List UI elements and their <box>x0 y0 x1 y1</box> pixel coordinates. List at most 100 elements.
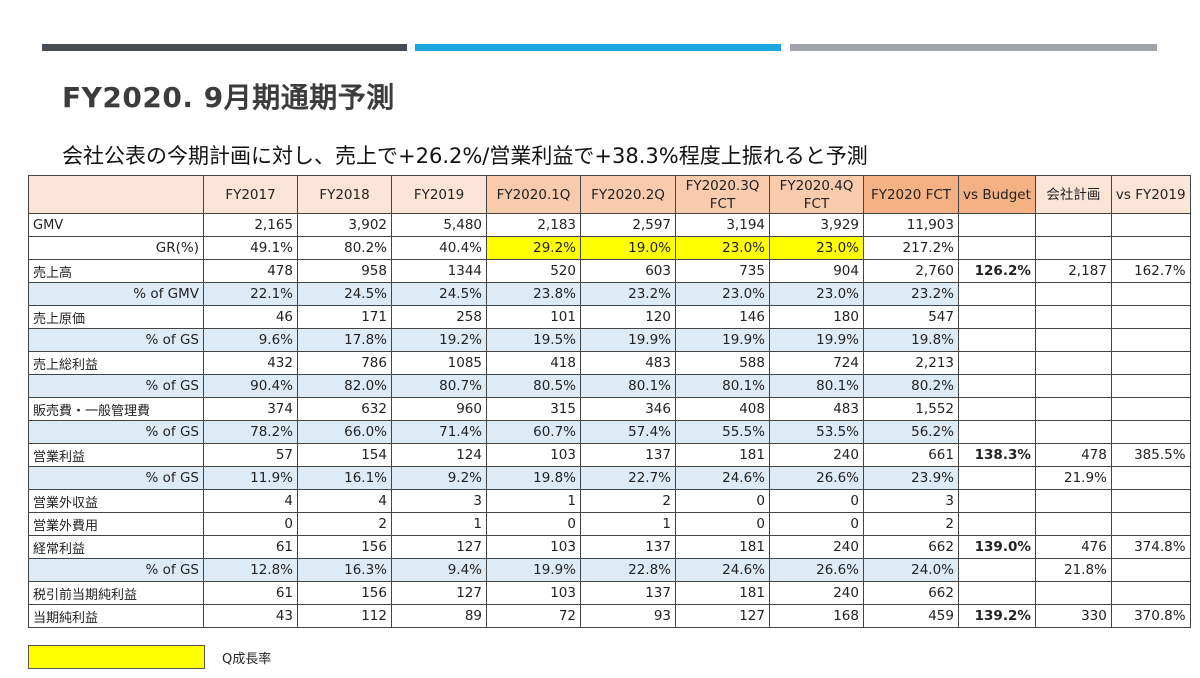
table-cell <box>1110 282 1191 306</box>
table-cell: 2 <box>863 512 959 536</box>
table-cell: 240 <box>769 443 864 467</box>
table-cell <box>1034 282 1112 306</box>
table-cell <box>958 558 1036 582</box>
table-cell <box>1034 305 1112 329</box>
table-row: GR(%) 49.1% 80.2% 40.4% 29.2% 19.0% 23.0% 23.0%… <box>28 236 1191 260</box>
table-cell: 90.4% <box>203 374 298 398</box>
table-cell: 0 <box>675 512 770 536</box>
table-cell <box>1110 489 1191 513</box>
table-cell: 61 <box>203 581 298 605</box>
table-cell: 3 <box>863 489 959 513</box>
table-cell <box>1110 374 1191 398</box>
table-cell: 154 <box>297 443 392 467</box>
table-cell: 370.8% <box>1110 604 1191 628</box>
table-cell: 171 <box>297 305 392 329</box>
table-row: GMV 2,165 3,902 5,480 2,183 2,597 3,194 3,929 11… <box>28 213 1191 237</box>
table-cell <box>958 282 1036 306</box>
table-cell: 22.7% <box>580 466 676 490</box>
table-cell: 23.8% <box>486 282 581 306</box>
row-label: 営業外収益 <box>28 489 204 513</box>
table-cell: 49.1% <box>203 236 298 260</box>
table-cell: 374.8% <box>1110 535 1191 559</box>
table-cell: 3 <box>391 489 487 513</box>
table-cell <box>1034 374 1112 398</box>
table-cell <box>1110 351 1191 375</box>
table-cell: 735 <box>675 259 770 283</box>
table-cell: 72 <box>486 604 581 628</box>
table-cell <box>1034 328 1112 352</box>
table-cell: 24.5% <box>297 282 392 306</box>
table-row: 営業利益 57 154 124 103 137 181 240 661 138.3% 478 385.… <box>28 443 1191 467</box>
table-cell: 632 <box>297 397 392 421</box>
table-cell <box>1034 236 1112 260</box>
table-row: % of GS 78.2% 66.0% 71.4% 60.7% 57.4% 55.5% 53.… <box>28 420 1191 444</box>
table-cell: 127 <box>675 604 770 628</box>
header-bar-dark <box>42 44 407 51</box>
header-cell-label <box>28 175 204 214</box>
table-cell: 418 <box>486 351 581 375</box>
row-label: GR(%) <box>28 236 204 260</box>
table-cell: 408 <box>675 397 770 421</box>
table-cell <box>958 420 1036 444</box>
table-cell: 78.2% <box>203 420 298 444</box>
row-label: % of GS <box>28 558 204 582</box>
table-cell: 23.9% <box>863 466 959 490</box>
table-cell: 4 <box>297 489 392 513</box>
table-cell: 258 <box>391 305 487 329</box>
table-cell: 80.1% <box>580 374 676 398</box>
table-cell: 181 <box>675 581 770 605</box>
table-cell: 19.8% <box>863 328 959 352</box>
header-cell-fy2020-2q: FY2020.2Q <box>580 175 676 214</box>
table-cell: 19.5% <box>486 328 581 352</box>
table-cell: 1 <box>391 512 487 536</box>
table-cell: 374 <box>203 397 298 421</box>
table-cell: 23.0% <box>769 282 864 306</box>
table-cell: 146 <box>675 305 770 329</box>
table-cell: 66.0% <box>297 420 392 444</box>
table-cell: 3,902 <box>297 213 392 237</box>
table-cell: 958 <box>297 259 392 283</box>
table-row: % of GS 11.9% 16.1% 9.2% 19.8% 22.7% 24.6% 26.6… <box>28 466 1191 490</box>
table-cell: 71.4% <box>391 420 487 444</box>
table-cell: 960 <box>391 397 487 421</box>
table-cell: 1 <box>580 512 676 536</box>
table-cell <box>1034 581 1112 605</box>
table-cell: 0 <box>203 512 298 536</box>
table-cell: 22.8% <box>580 558 676 582</box>
table-cell: 385.5% <box>1110 443 1191 467</box>
table-cell: 217.2% <box>863 236 959 260</box>
table-cell <box>958 466 1036 490</box>
table-cell: 2 <box>297 512 392 536</box>
table-cell <box>958 305 1036 329</box>
table-cell: 80.5% <box>486 374 581 398</box>
table-cell: 240 <box>769 581 864 605</box>
table-cell: 23.0% <box>675 282 770 306</box>
table-cell <box>1034 397 1112 421</box>
table-row: % of GS 12.8% 16.3% 9.4% 19.9% 22.8% 24.6% 26.6… <box>28 558 1191 582</box>
row-label: % of GS <box>28 328 204 352</box>
table-cell <box>1034 512 1112 536</box>
table-cell <box>958 328 1036 352</box>
table-cell: 80.1% <box>675 374 770 398</box>
table-row: 当期純利益 43 112 89 72 93 127 168 459 139.2% 330 370.8% <box>28 604 1191 628</box>
table-cell <box>958 397 1036 421</box>
row-label: % of GS <box>28 466 204 490</box>
table-cell: 103 <box>486 535 581 559</box>
table-cell: 315 <box>486 397 581 421</box>
table-cell: 22.1% <box>203 282 298 306</box>
table-row: % of GS 90.4% 82.0% 80.7% 80.5% 80.1% 80.1% 80.… <box>28 374 1191 398</box>
table-cell: 156 <box>297 535 392 559</box>
table-cell: 19.0% <box>580 236 676 260</box>
table-cell: 19.2% <box>391 328 487 352</box>
table-cell: 46 <box>203 305 298 329</box>
table-cell: 2,183 <box>486 213 581 237</box>
table-cell: 21.9% <box>1034 466 1112 490</box>
table-cell: 19.9% <box>580 328 676 352</box>
table-cell: 346 <box>580 397 676 421</box>
table-cell: 2,213 <box>863 351 959 375</box>
table-cell: 19.9% <box>675 328 770 352</box>
table-cell: 16.3% <box>297 558 392 582</box>
table-cell: 80.2% <box>863 374 959 398</box>
table-cell <box>1110 581 1191 605</box>
table-cell: 162.7% <box>1110 259 1191 283</box>
